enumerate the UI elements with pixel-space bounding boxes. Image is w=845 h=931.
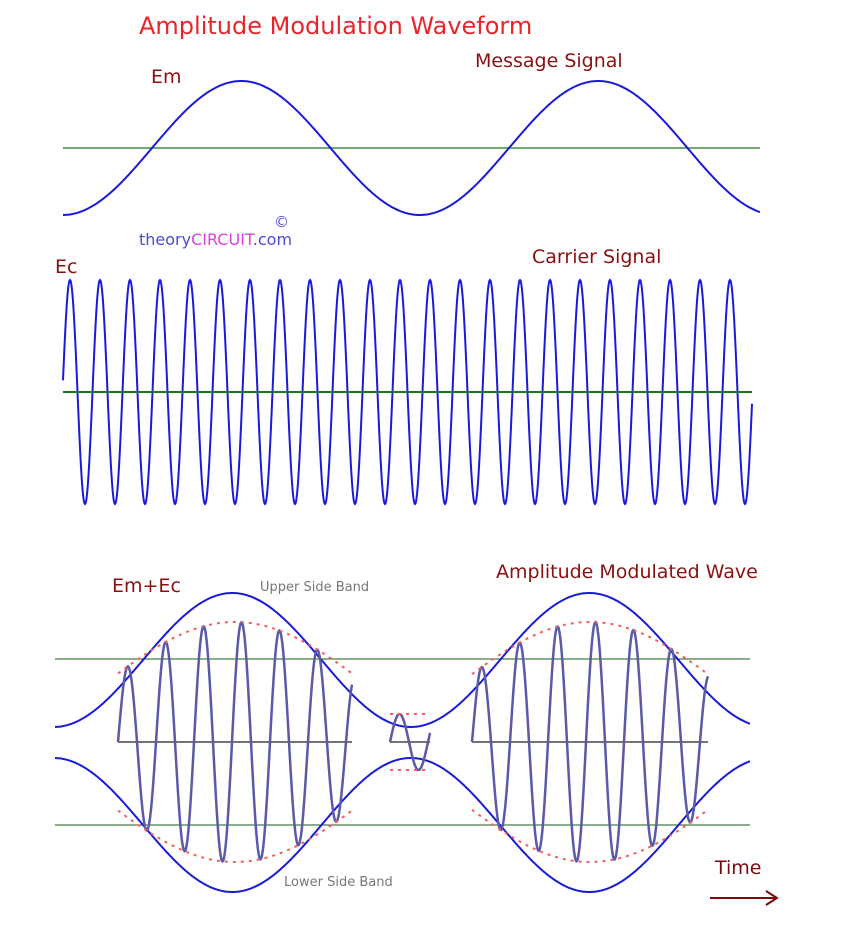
em-label: Em: [151, 66, 182, 88]
modulated-wave-group: [116, 620, 710, 863]
em-ec-label: Em+Ec: [112, 575, 181, 597]
modulated-burst-3: [470, 620, 710, 863]
time-label: Time: [715, 857, 762, 879]
copyright-symbol: ©: [274, 213, 289, 231]
watermark-theory: theory: [139, 230, 192, 249]
diagram-title: Amplitude Modulation Waveform: [139, 12, 533, 40]
message-signal-wave: [63, 80, 761, 216]
modulated-burst-3-envelope-down: [471, 808, 709, 863]
modulated-burst-2: [388, 712, 432, 772]
watermark-circuit: CIRCUIT: [191, 230, 253, 249]
modulated-burst-1: [116, 620, 354, 863]
upper-side-band-envelope: [54, 592, 751, 728]
carrier-signal-label: Carrier Signal: [532, 246, 662, 268]
lower-side-band-label: Lower Side Band: [284, 875, 393, 890]
modulated-burst-1-envelope-down: [117, 809, 353, 863]
modulated-burst-1-envelope-up: [117, 621, 353, 675]
ec-label: Ec: [55, 256, 78, 278]
watermark-com: .com: [252, 230, 293, 249]
time-arrow-head: [765, 890, 779, 906]
upper-side-band-label: Upper Side Band: [260, 580, 370, 595]
am-wave-label: Amplitude Modulated Wave: [496, 561, 758, 583]
message-signal-label: Message Signal: [475, 50, 623, 72]
watermark: theoryCIRCUIT.com: [139, 230, 292, 249]
lower-side-band-envelope: [54, 757, 751, 893]
